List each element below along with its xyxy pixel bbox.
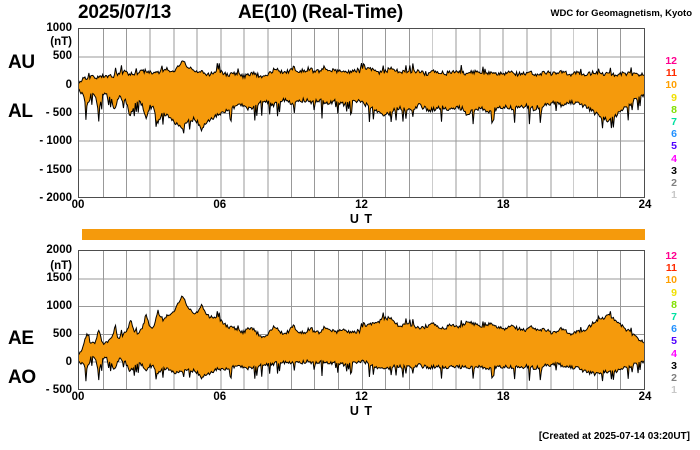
legend-item-10: 10 bbox=[665, 79, 677, 92]
y-axis-top: 1000 500 0 - 500 - 1000 - 1500 - 2000 (nT) bbox=[0, 22, 72, 204]
y-tick-label: 1000 bbox=[46, 22, 72, 34]
grid-lines-top bbox=[79, 29, 644, 197]
series-label-au: AU bbox=[8, 52, 35, 73]
x-tick-label: 06 bbox=[213, 199, 227, 211]
y-tick-label: - 2000 bbox=[39, 192, 72, 204]
lower-envelope bbox=[79, 88, 644, 134]
data-trace-ae-ao bbox=[79, 295, 644, 382]
x-tick-label: 00 bbox=[71, 199, 85, 211]
lower-envelope bbox=[79, 355, 644, 382]
x-tick-label: 12 bbox=[355, 391, 368, 403]
series-label-al: AL bbox=[8, 101, 33, 122]
header-credit: WDC for Geomagnetism, Kyoto bbox=[550, 8, 692, 19]
y-tick-label: 500 bbox=[52, 50, 72, 63]
legend-item-9: 9 bbox=[671, 91, 677, 104]
color-legend-top: 12 11 10 9 8 7 6 5 4 3 2 1 bbox=[655, 55, 677, 201]
series-label-ao: AO bbox=[8, 367, 36, 388]
legend-item-4: 4 bbox=[671, 347, 677, 360]
legend-item-3: 3 bbox=[671, 164, 677, 177]
legend-item-12: 12 bbox=[665, 250, 677, 262]
legend-item-6: 6 bbox=[671, 323, 677, 336]
y-tick-label: - 1500 bbox=[39, 163, 72, 176]
legend-item-5: 5 bbox=[671, 140, 677, 153]
series-label-ae: AE bbox=[8, 328, 34, 349]
legend-item-9: 9 bbox=[671, 286, 677, 299]
legend-item-6: 6 bbox=[671, 128, 677, 141]
y-tick-label: 2000 bbox=[46, 244, 72, 256]
x-tick-label: 18 bbox=[496, 391, 510, 403]
plot-frame-top bbox=[78, 28, 645, 198]
x-axis-bottom: U T 00 06 12 18 24 bbox=[72, 391, 652, 418]
plot-frame-bottom bbox=[78, 250, 645, 390]
legend-item-4: 4 bbox=[671, 152, 677, 165]
y-axis-unit-label: (nT) bbox=[50, 36, 72, 48]
x-tick-label: 06 bbox=[213, 391, 227, 403]
x-tick-label: 24 bbox=[638, 391, 652, 403]
activity-indicator-bar bbox=[82, 229, 645, 240]
y-tick-label: - 500 bbox=[45, 107, 72, 119]
y-tick-label: 1500 bbox=[46, 272, 72, 284]
legend-item-2: 2 bbox=[671, 177, 677, 190]
y-tick-label: 0 bbox=[65, 356, 72, 368]
footer-created-timestamp: [Created at 2025-07-14 03:20UT] bbox=[538, 431, 690, 442]
header-date: 2025/07/13 bbox=[78, 2, 172, 23]
legend-item-2: 2 bbox=[671, 372, 677, 385]
x-tick-label: 24 bbox=[638, 199, 652, 211]
y-tick-label: - 500 bbox=[45, 384, 72, 396]
legend-item-3: 3 bbox=[671, 359, 677, 372]
data-trace-au-al bbox=[79, 60, 644, 134]
x-tick-label: 18 bbox=[496, 199, 510, 211]
legend-item-7: 7 bbox=[671, 116, 677, 129]
y-axis-unit-label: (nT) bbox=[50, 260, 72, 272]
x-tick-label: 12 bbox=[355, 199, 368, 211]
legend-item-7: 7 bbox=[671, 311, 677, 324]
legend-item-11: 11 bbox=[665, 262, 677, 275]
legend-item-11: 11 bbox=[665, 67, 677, 80]
legend-item-1: 1 bbox=[671, 384, 677, 397]
y-tick-label: 0 bbox=[65, 78, 72, 91]
legend-item-1: 1 bbox=[671, 189, 677, 202]
x-axis-top: U T 00 06 12 18 24 bbox=[72, 199, 652, 226]
legend-item-8: 8 bbox=[671, 103, 677, 116]
x-axis-title-bottom: U T bbox=[349, 404, 374, 418]
y-axis-bottom: 2000 1500 1000 500 0 - 500 (nT) bbox=[0, 244, 72, 396]
y-tick-label: - 1000 bbox=[39, 135, 72, 148]
chart-panel-ae-ao[interactable] bbox=[78, 250, 645, 390]
legend-item-8: 8 bbox=[671, 298, 677, 311]
legend-item-12: 12 bbox=[665, 55, 677, 67]
color-legend-bottom: 12 11 10 9 8 7 6 5 4 3 2 1 bbox=[655, 250, 677, 396]
x-axis-title-top: U T bbox=[349, 212, 374, 226]
page-title: AE(10) (Real-Time) bbox=[238, 2, 403, 23]
y-tick-label: 1000 bbox=[46, 300, 72, 312]
upper-envelope bbox=[79, 295, 644, 355]
chart-panel-au-al[interactable] bbox=[78, 28, 645, 198]
y-tick-label: 500 bbox=[52, 328, 72, 340]
legend-item-5: 5 bbox=[671, 335, 677, 348]
upper-envelope bbox=[79, 60, 644, 84]
x-tick-label: 00 bbox=[71, 391, 85, 403]
legend-item-10: 10 bbox=[665, 274, 677, 287]
